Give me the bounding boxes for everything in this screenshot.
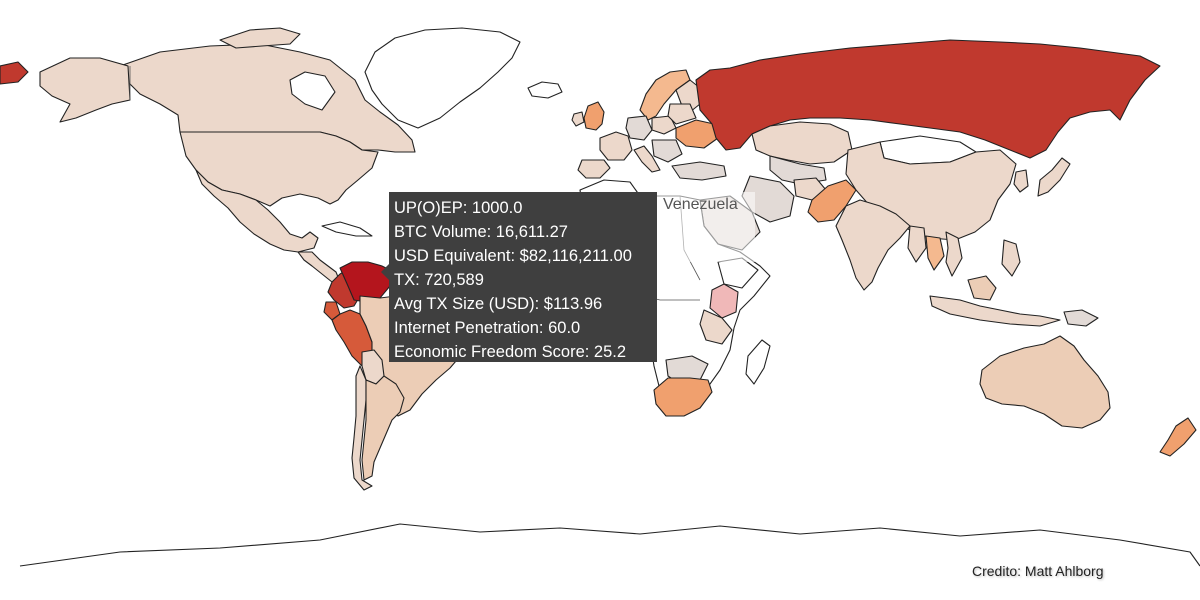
country-russia-east[interactable] <box>0 61 29 85</box>
country-central-america[interactable] <box>297 251 341 283</box>
country-united-kingdom[interactable] <box>583 101 605 131</box>
country-spain-portugal[interactable] <box>577 159 611 179</box>
country-kazakhstan[interactable] <box>751 121 853 165</box>
country-thailand[interactable] <box>925 235 945 271</box>
country-alaska[interactable] <box>39 57 131 123</box>
country-korea[interactable] <box>1013 169 1029 193</box>
country-cuba[interactable] <box>321 221 373 237</box>
country-india[interactable] <box>835 199 911 291</box>
country-south-africa[interactable] <box>653 377 713 417</box>
country-borneo[interactable] <box>967 275 997 301</box>
country-argentina[interactable] <box>361 375 405 481</box>
country-ukraine[interactable] <box>675 119 719 149</box>
country-belarus-baltics[interactable] <box>667 103 697 125</box>
map-credit: Credito: Matt Ahlborg <box>972 563 1104 579</box>
tooltip-economic-freedom: Economic Freedom Score: 25.2 <box>394 343 627 361</box>
tooltip-internet-penetration: Internet Penetration: 60.0 <box>394 319 581 337</box>
country-greenland[interactable] <box>364 27 521 129</box>
country-france[interactable] <box>599 131 633 161</box>
country-kenya[interactable] <box>709 283 739 319</box>
country-germany[interactable] <box>625 115 653 141</box>
tooltip-usd-equivalent: USD Equivalent: $82,116,211.00 <box>394 247 632 265</box>
country-turkey[interactable] <box>671 161 727 181</box>
country-canada[interactable] <box>119 43 416 153</box>
country-vietnam[interactable] <box>945 231 963 277</box>
country-japan[interactable] <box>1037 157 1071 197</box>
country-iceland[interactable] <box>527 81 563 99</box>
country-antarctica[interactable] <box>19 523 1200 567</box>
country-papua-new-guinea[interactable] <box>1063 309 1099 327</box>
tooltip-tx: TX: 720,589 <box>394 271 484 289</box>
country-tooltip: UP(O)EP: 1000.0 BTC Volume: 16,611.27 US… <box>389 192 657 362</box>
country-madagascar[interactable] <box>745 339 771 385</box>
country-ireland[interactable] <box>571 111 585 127</box>
hover-country-panel <box>657 192 755 262</box>
country-philippines[interactable] <box>1001 239 1021 277</box>
country-tanzania[interactable] <box>699 309 733 345</box>
hover-country-label: Venezuela <box>663 196 738 213</box>
country-united-states[interactable] <box>179 131 379 207</box>
country-australia[interactable] <box>979 335 1111 429</box>
country-italy[interactable] <box>633 145 661 173</box>
country-indonesia[interactable] <box>929 295 1061 327</box>
tooltip-avg-tx-size: Avg TX Size (USD): $113.96 <box>394 295 603 313</box>
country-mexico[interactable] <box>195 169 319 253</box>
country-baffin-island[interactable] <box>289 71 336 111</box>
country-poland[interactable] <box>651 115 677 135</box>
tooltip-upoep: UP(O)EP: 1000.0 <box>394 199 523 217</box>
country-balkans[interactable] <box>651 139 683 163</box>
country-canada-islands[interactable] <box>219 27 301 49</box>
country-new-zealand[interactable] <box>1159 417 1197 457</box>
country-myanmar[interactable] <box>907 225 927 263</box>
tooltip-btc-volume: BTC Volume: 16,611.27 <box>394 223 568 241</box>
country-chile[interactable] <box>351 365 373 491</box>
tooltip-arrow <box>381 264 389 280</box>
